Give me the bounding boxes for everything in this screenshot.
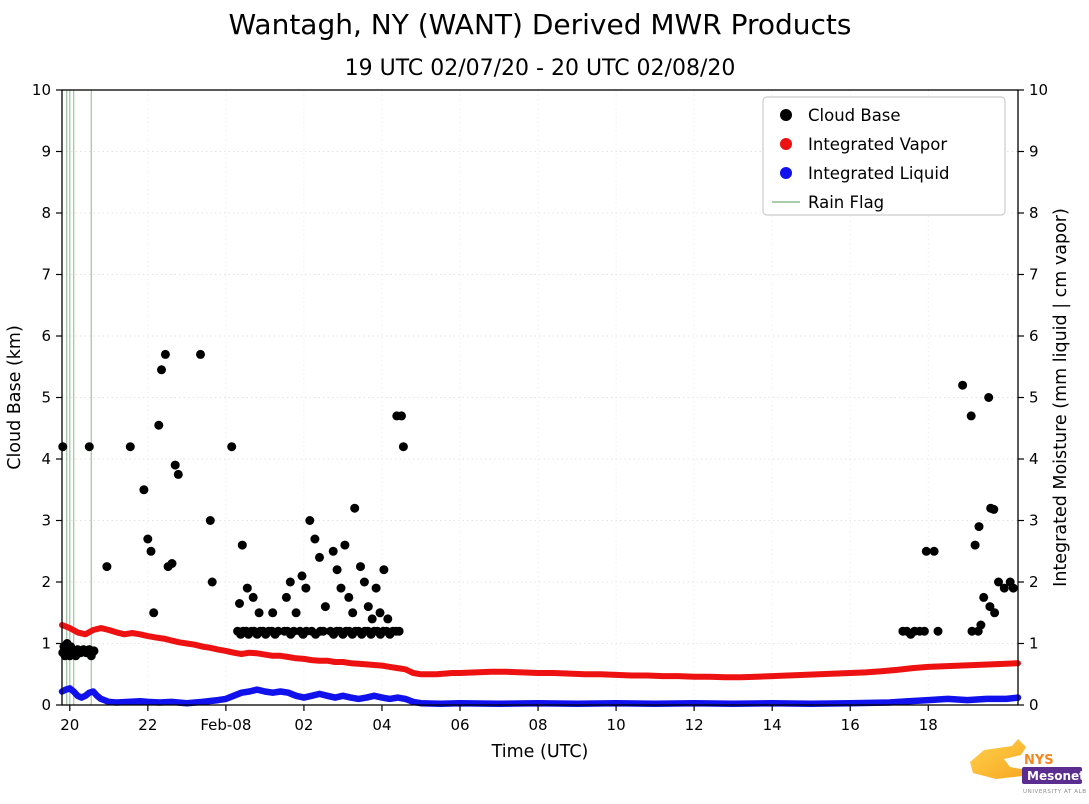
logo-mesonet-box (1022, 767, 1082, 784)
y-right-tick-label: 0 (1029, 696, 1039, 714)
y-right-tick-label: 2 (1029, 573, 1039, 591)
y-left-tick-label: 4 (41, 450, 51, 468)
legend-label: Rain Flag (808, 193, 884, 212)
chart-subtitle: 19 UTC 02/07/20 - 20 UTC 02/08/20 (344, 56, 736, 81)
legend-marker-integrated-vapor (780, 138, 792, 150)
y-right-tick-label: 1 (1029, 635, 1039, 653)
rain-flag-lines (66, 90, 92, 705)
y-left-tick-label: 0 (41, 696, 51, 714)
x-tick-label: 10 (607, 716, 626, 734)
x-tick-label: 16 (841, 716, 860, 734)
y-right-tick-label: 5 (1029, 389, 1039, 407)
legend-label: Cloud Base (808, 106, 901, 125)
y-right-tick-label: 9 (1029, 143, 1039, 161)
x-tick-label: 08 (529, 716, 548, 734)
logo-nys-text: NYS (1024, 753, 1054, 768)
y-left-tick-label: 3 (41, 512, 51, 530)
y-right-tick-label: 10 (1029, 81, 1048, 99)
x-tick-label: 06 (450, 716, 469, 734)
chart-title: Wantagh, NY (WANT) Derived MWR Products (228, 8, 852, 41)
x-tick-label: 02 (294, 716, 313, 734)
axis-ticks: 20 22 Feb-08 02 04 06 08 10 12 14 16 180 01 12 23 34 45 5… (32, 81, 1048, 734)
logo-caption: UNIVERSITY AT ALBANY (1023, 789, 1086, 795)
y-right-tick-label: 4 (1029, 450, 1039, 468)
y-left-tick-label: 8 (41, 204, 51, 222)
x-tick-label: 20 (60, 716, 79, 734)
x-tick-label: 12 (685, 716, 704, 734)
y-left-tick-label: 2 (41, 573, 51, 591)
y-left-tick-label: 1 (41, 635, 51, 653)
x-tick-label: 18 (919, 716, 938, 734)
x-tick-label: 04 (372, 716, 391, 734)
x-axis-label: Time (UTC) (491, 742, 589, 762)
legend-marker-cloud-base (780, 109, 792, 121)
y-axis-label-right: Integrated Moisture (mm liquid | cm vapo… (1051, 208, 1071, 587)
y-left-tick-label: 6 (41, 327, 51, 345)
y-axis-label-left: Cloud Base (km) (5, 325, 25, 470)
nys-mesonet-logo: NYS Mesonet UNIVERSITY AT ALBANY (966, 736, 1089, 800)
x-tick-label: Feb-08 (200, 716, 251, 734)
y-left-tick-label: 5 (41, 389, 51, 407)
y-left-tick-label: 10 (32, 81, 51, 99)
y-left-tick-label: 9 (41, 143, 51, 161)
y-right-tick-label: 7 (1029, 266, 1039, 284)
integrated-liquid-line (58, 685, 1022, 708)
legend-marker-integrated-liquid (780, 167, 792, 179)
integrated-vapor-line (59, 622, 1021, 681)
y-right-tick-label: 6 (1029, 327, 1039, 345)
y-right-tick-label: 3 (1029, 512, 1039, 530)
logo-mesonet-text: Mesonet (1027, 769, 1085, 783)
x-tick-label: 14 (763, 716, 782, 734)
legend: Cloud Base Integrated Vapor Integrated Liq… (762, 96, 1006, 216)
x-tick-label: 22 (138, 716, 157, 734)
y-right-tick-label: 8 (1029, 204, 1039, 222)
legend-label: Integrated Liquid (808, 164, 949, 183)
y-left-tick-label: 7 (41, 266, 51, 284)
legend-label: Integrated Vapor (808, 135, 947, 154)
